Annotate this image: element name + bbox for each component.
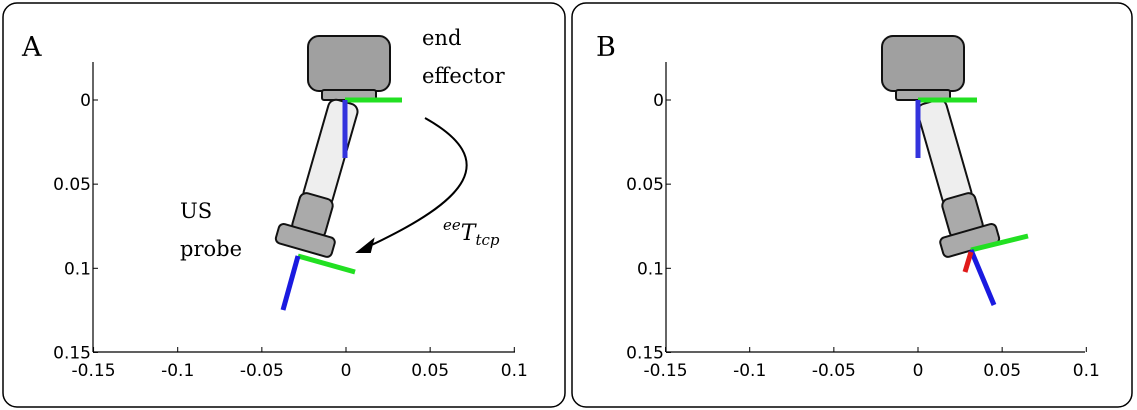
y-tick-label: 0.1: [637, 259, 664, 279]
base: T: [461, 221, 478, 246]
panel-label: B: [596, 32, 616, 63]
annotation: end: [422, 26, 461, 50]
annotation: US: [180, 199, 212, 223]
x-tick-label: 0.05: [411, 361, 449, 381]
y-tick-label: 0.05: [53, 175, 91, 195]
annotation: effector: [422, 64, 506, 88]
x-tick-label: 0.05: [983, 361, 1021, 381]
subscript: tcp: [475, 231, 499, 249]
x-tick-label: 0.1: [1073, 361, 1100, 381]
x-tick-label: -0.15: [644, 361, 688, 381]
panel-label: A: [21, 32, 42, 63]
y-tick-label: 0.05: [626, 175, 664, 195]
annotation: probe: [180, 237, 242, 261]
x-tick-label: -0.15: [72, 361, 116, 381]
robot-b: [881, 35, 1029, 306]
superscript: ee: [443, 216, 461, 234]
y-tick-label: 0.1: [64, 259, 91, 279]
y-tick-label: 0: [653, 91, 664, 111]
x-tick-label: -0.05: [240, 361, 284, 381]
x-tick-label: -0.1: [733, 361, 766, 381]
panel-frame: [2, 2, 566, 408]
y-tick-label: 0.15: [53, 343, 91, 363]
x-tick-label: 0.1: [501, 361, 528, 381]
robot-a: [274, 35, 468, 311]
y-tick-label: 0: [80, 91, 91, 111]
y-tick-label: 0.15: [626, 343, 664, 363]
x-tick-label: 0: [341, 361, 352, 381]
x-tick-label: -0.05: [812, 361, 856, 381]
x-tick-label: 0: [913, 361, 924, 381]
transform-label: eeTtcp: [443, 216, 500, 249]
x-tick-label: -0.1: [161, 361, 194, 381]
panel-frame: [571, 2, 1133, 408]
